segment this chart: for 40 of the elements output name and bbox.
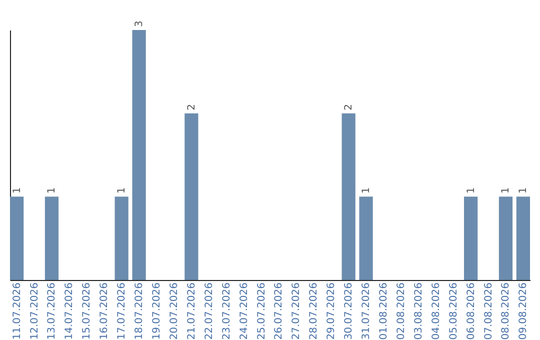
x-tick-label: 23.07.2026 xyxy=(221,282,232,340)
x-tick-label: 28.07.2026 xyxy=(308,282,320,340)
x-tick-label: 20.07.2026 xyxy=(168,282,180,340)
x-tick-label: 04.08.2026 xyxy=(430,282,442,340)
x-tick-label: 22.07.2026 xyxy=(204,282,215,340)
x-tick-label: 25.07.2026 xyxy=(256,282,268,340)
x-tick-label: 21.07.2026 xyxy=(186,282,198,340)
data-label: 2 xyxy=(186,104,198,110)
x-tick-label: 09.08.2026 xyxy=(518,282,530,340)
x-tick-label: 07.08.2026 xyxy=(483,282,494,340)
x-tick-label: 14.07.2026 xyxy=(64,282,76,340)
x-tick-label: 24.07.2026 xyxy=(238,282,250,340)
x-tick-label: 31.07.2026 xyxy=(361,282,372,340)
x-tick-label: 02.08.2026 xyxy=(396,282,407,340)
data-label: 1 xyxy=(500,187,512,194)
data-label: 1 xyxy=(466,187,477,194)
x-tick-label: 03.08.2026 xyxy=(413,282,424,340)
data-label: 1 xyxy=(116,187,128,194)
x-tick-label: 18.07.2026 xyxy=(134,282,146,340)
x-tick-label: 12.07.2026 xyxy=(29,282,40,340)
x-tick-label: 05.08.2026 xyxy=(448,282,460,340)
data-label: 1 xyxy=(361,187,372,194)
x-tick-label: 16.07.2026 xyxy=(99,282,110,340)
x-tick-label: 30.07.2026 xyxy=(344,282,355,340)
x-tick-label: 15.07.2026 xyxy=(82,282,93,340)
x-tick-label: 01.08.2026 xyxy=(378,282,390,340)
x-tick-label: 11.07.2026 xyxy=(12,282,23,340)
data-label: 1 xyxy=(518,187,530,194)
x-tick-label: 08.08.2026 xyxy=(500,282,512,340)
data-label: 1 xyxy=(46,187,58,194)
data-label: 3 xyxy=(134,20,146,27)
x-tick-label: 17.07.2026 xyxy=(116,282,128,340)
x-tick-label: 06.08.2026 xyxy=(466,282,477,340)
x-tick-label: 19.07.2026 xyxy=(152,282,162,340)
x-tick-label: 29.07.2026 xyxy=(326,282,338,340)
data-label: 1 xyxy=(12,187,23,194)
x-tick-label: 13.07.2026 xyxy=(46,282,58,340)
data-label: 2 xyxy=(344,104,355,110)
x-tick-label: 27.07.2026 xyxy=(291,282,302,340)
x-tick-label: 26.07.2026 xyxy=(274,282,285,340)
